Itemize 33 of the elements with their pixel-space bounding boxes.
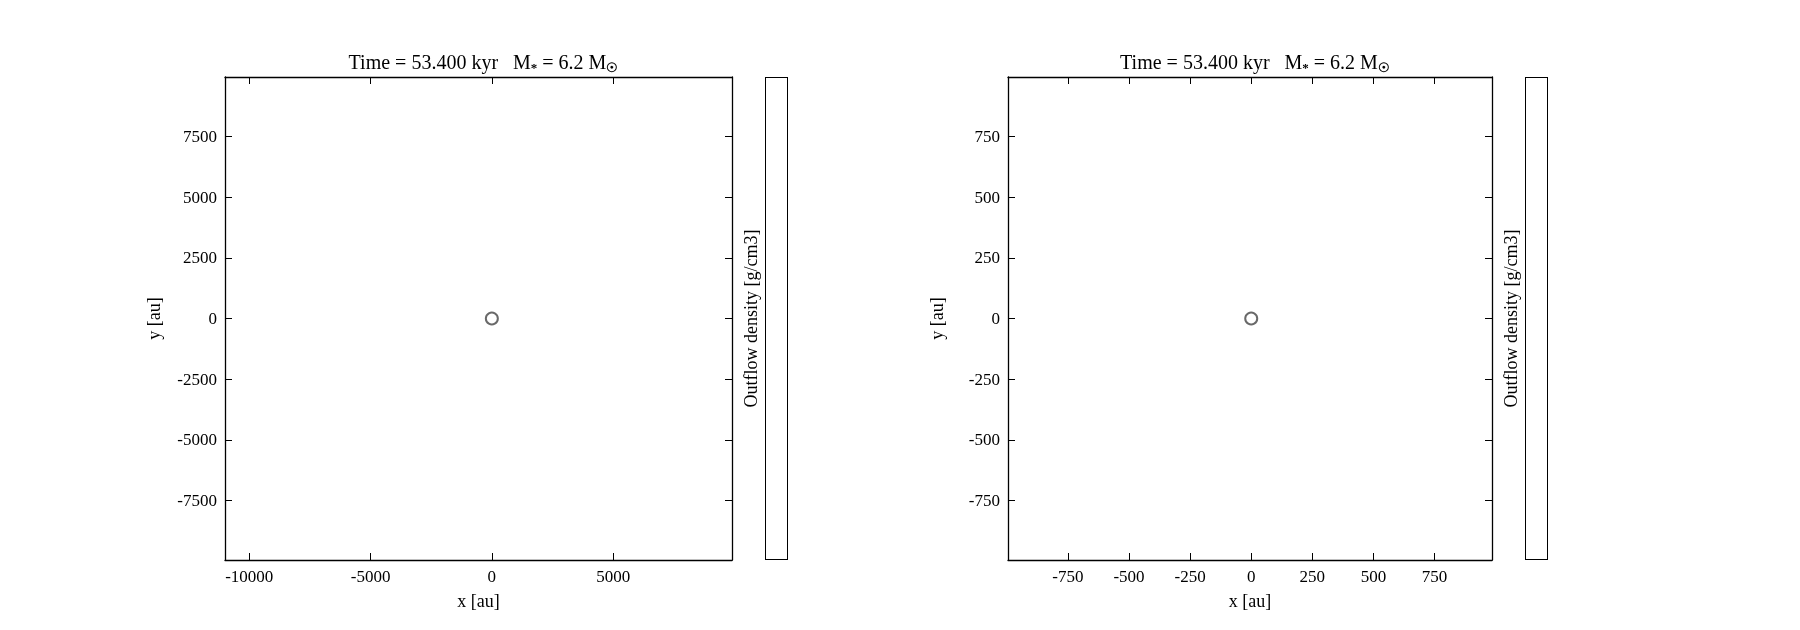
x-tick-label: -500 bbox=[1113, 567, 1145, 586]
x-tick-label: 0 bbox=[1246, 567, 1256, 586]
color-bar-title: Outflow density [g/cm3] bbox=[741, 229, 761, 408]
chart-title: Time = 53.400 kyr M* = 6.2 M☉ bbox=[1120, 50, 1390, 75]
x-tick-label: -10000 bbox=[225, 567, 274, 586]
x-tick-label: -750 bbox=[1052, 567, 1084, 586]
y-axis-title: y [au] bbox=[927, 297, 947, 340]
y-tick-label: 500 bbox=[974, 187, 1000, 207]
y-tick-label: -5000 bbox=[177, 430, 217, 450]
x-tick-label: 5000 bbox=[596, 567, 631, 586]
y-tick-label: -2500 bbox=[177, 369, 217, 389]
x-tick-label: -5000 bbox=[350, 567, 391, 586]
y-tick-label: -250 bbox=[968, 369, 1000, 389]
x-tick-label: 250 bbox=[1299, 567, 1326, 586]
x-tick-label: 500 bbox=[1360, 567, 1387, 586]
color-bar-title: Outflow density [g/cm3] bbox=[1501, 229, 1521, 408]
y-tick-label: 0 bbox=[991, 309, 1000, 328]
y-tick-label: -7500 bbox=[177, 491, 217, 511]
x-tick-label: 0 bbox=[487, 567, 497, 586]
y-tick-label: -500 bbox=[968, 430, 1000, 450]
y-tick-label: 750 bbox=[974, 126, 1000, 146]
y-tick-label: 2500 bbox=[183, 248, 217, 268]
y-axis-title: y [au] bbox=[144, 297, 164, 340]
y-tick-label: 5000 bbox=[183, 187, 217, 207]
y-tick-label: 250 bbox=[974, 248, 1000, 268]
x-axis-title: x [au] bbox=[1228, 591, 1272, 611]
y-tick-label: 7500 bbox=[183, 126, 217, 146]
x-tick-label: -250 bbox=[1174, 567, 1206, 586]
y-tick-label: 0 bbox=[208, 309, 217, 328]
x-tick-label: 750 bbox=[1421, 567, 1448, 586]
x-axis-title: x [au] bbox=[457, 591, 500, 611]
chart-title: Time = 53.400 kyr M* = 6.2 M☉ bbox=[348, 50, 619, 75]
y-tick-label: -750 bbox=[968, 491, 1000, 511]
